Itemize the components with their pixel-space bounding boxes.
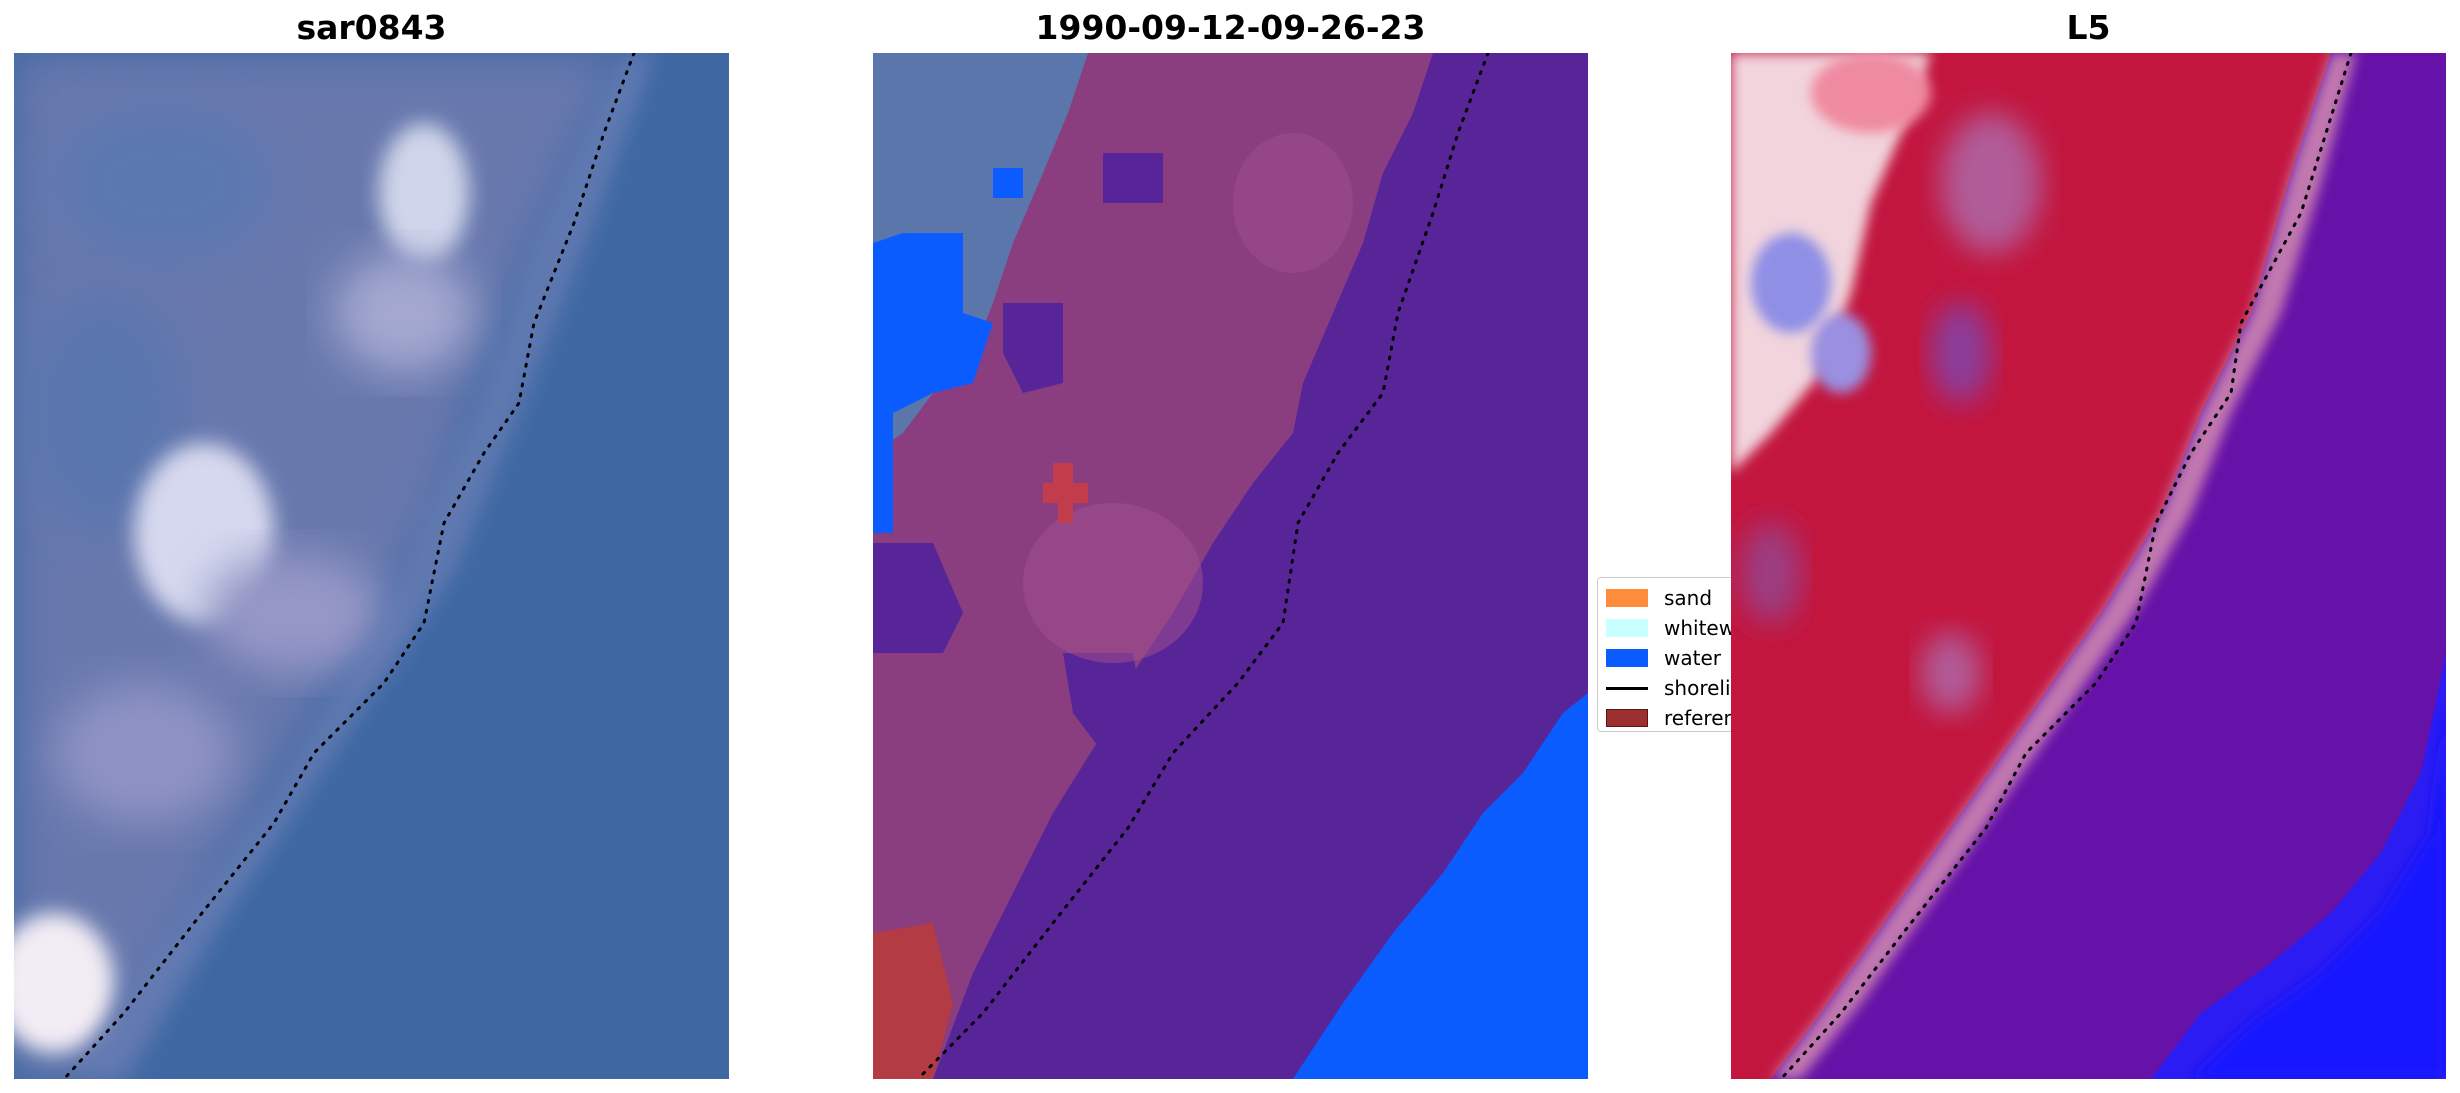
legend-item-reference: reference (1606, 704, 1746, 731)
legend-label-water: water (1664, 646, 1721, 670)
legend-label-sand: sand (1664, 586, 1713, 610)
shoreline-left (62, 53, 636, 1079)
shoreline-middle (916, 53, 1490, 1079)
l5-index-image (1731, 53, 2446, 1079)
legend-item-sand: sand (1606, 584, 1712, 612)
class-legend: sand whitewater water shoreline referenc… (1597, 577, 1747, 732)
water-swatch (1606, 649, 1648, 667)
panel-title-l5: L5 (2066, 8, 2111, 47)
classification-image (873, 53, 1588, 1079)
panel-title-date: 1990-09-12-09-26-23 (1035, 8, 1426, 47)
legend-item-water: water (1606, 644, 1721, 672)
reference-swatch (1606, 709, 1648, 727)
shoreline-line-swatch (1606, 686, 1648, 690)
panel-title-sar: sar0843 (296, 8, 447, 47)
legend-item-whitewater: whitewater (1606, 614, 1746, 642)
legend-item-shoreline: shoreline (1606, 674, 1746, 702)
whitewater-swatch (1606, 619, 1648, 637)
sand-swatch (1606, 589, 1648, 607)
shoreline-right (1779, 53, 2353, 1079)
satellite-rgb-image (14, 53, 729, 1079)
